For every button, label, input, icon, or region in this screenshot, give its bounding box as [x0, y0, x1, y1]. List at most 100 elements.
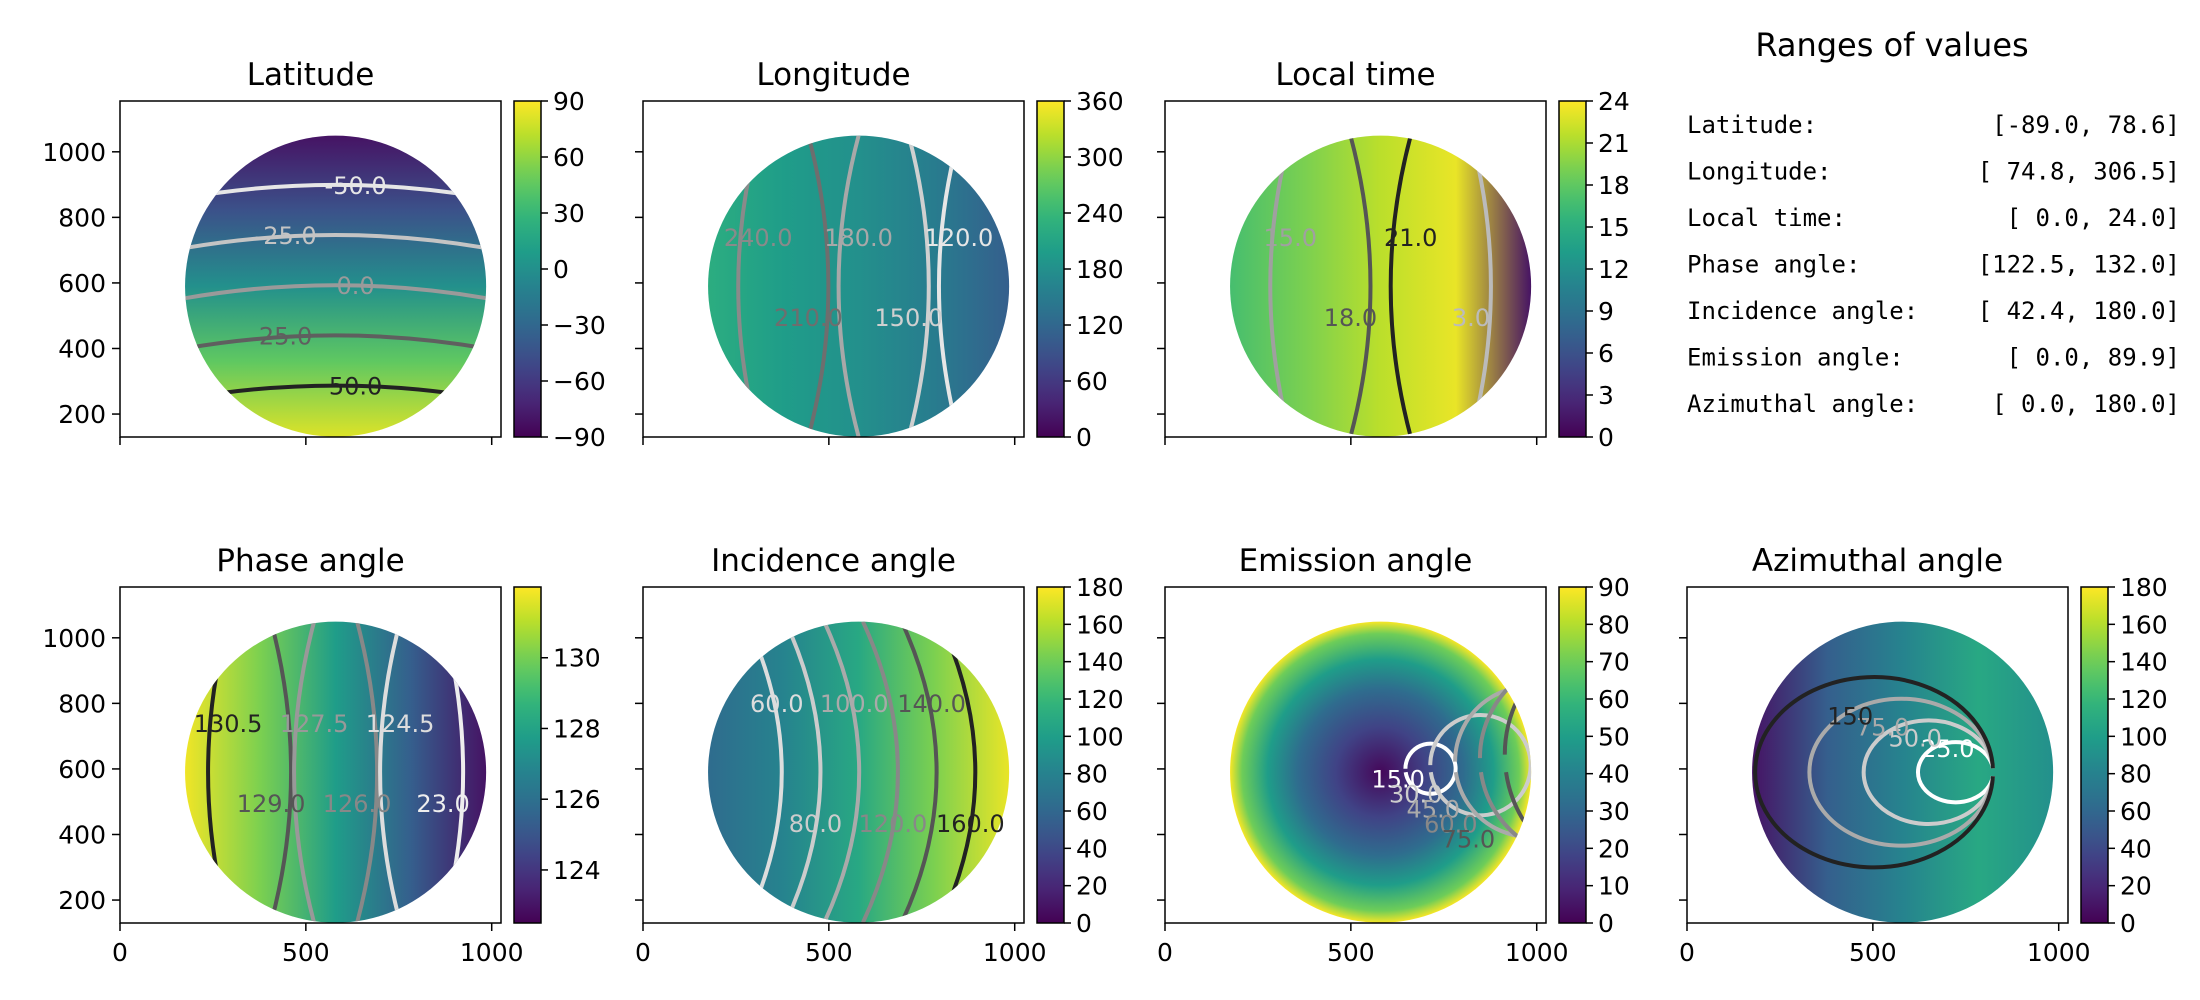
ranges-title: Ranges of values — [1755, 26, 2028, 64]
contour-label: 80.0 — [789, 810, 842, 838]
contour-line — [906, 135, 931, 437]
x-tick-label: 500 — [1849, 938, 1897, 967]
colorbar-tick-label: −30 — [553, 311, 606, 340]
colorbar — [1558, 100, 1587, 438]
disk — [708, 135, 1010, 437]
contour-line — [1428, 713, 1532, 818]
contour-labels: 60.0 80.0 100.0 120.0 140.0 160.0 — [750, 690, 1005, 838]
axes-frame — [642, 100, 1025, 438]
contour-label: 160.0 — [936, 810, 1005, 838]
colorbar-tick-label: 40 — [2120, 834, 2152, 863]
x-tick-label: 500 — [282, 938, 330, 967]
ranges-panel: Ranges of values Latitude: [-89.0, 78.6] L… — [1687, 26, 2180, 418]
panel-local-time: Local time 15.0 18.0 21.0 3.0 24 21 18 15 12 9 6 3 0 — [1157, 57, 1630, 452]
contour-lines — [744, 621, 978, 923]
contour-line — [899, 621, 939, 923]
colorbar-tick-label: 130 — [553, 644, 601, 673]
x-tick-label: 500 — [805, 938, 853, 967]
colorbar-tick-label: 60 — [553, 143, 585, 172]
contour-label: 25.0 — [1921, 735, 1974, 763]
disk — [185, 621, 487, 923]
contour-label: 15.0 — [1264, 224, 1317, 252]
y-tick-label: 1000 — [42, 624, 106, 653]
colorbar-tick-label: 90 — [553, 87, 585, 116]
y-tick-label: 400 — [58, 334, 106, 363]
contour-label: 15.0 — [1371, 765, 1424, 793]
contour-line — [1916, 740, 1995, 805]
colorbar-tick-label: 10 — [1598, 872, 1630, 901]
contour-line — [1753, 675, 1995, 870]
y-tick-label: 800 — [58, 689, 106, 718]
panel-title: Latitude — [247, 57, 375, 93]
colorbar-tick-label: 20 — [2120, 872, 2152, 901]
colorbar-tick-label: 30 — [1598, 797, 1630, 826]
panel-longitude: Longitude 240.0 210.0 180.0 150.0 120.0 360 300… — [635, 57, 1124, 452]
contour-line — [938, 621, 978, 923]
colorbar-tick-label: 12 — [1598, 255, 1630, 284]
range-label: Longitude: — [1687, 158, 1832, 186]
contour-label: 3.0 — [1452, 304, 1490, 332]
y-tick-label: 800 — [58, 203, 106, 232]
colorbar-tick-label: 100 — [1076, 722, 1124, 751]
range-label: Incidence angle: — [1687, 297, 1918, 325]
contour-labels: 130.5 129.0 127.5 126.0 124.5 23.0 — [194, 710, 470, 818]
contour-line — [292, 621, 317, 923]
y-tick-label: 600 — [58, 269, 106, 298]
contour-label: 126.0 — [323, 790, 392, 818]
x-tick-label: 1000 — [983, 938, 1047, 967]
colorbar — [1036, 100, 1065, 438]
y-tick-label: 200 — [58, 400, 106, 429]
colorbar-tick-label: 20 — [1076, 872, 1108, 901]
contour-label: 127.5 — [280, 710, 349, 738]
contour-label: 75.0 — [1442, 825, 1495, 853]
contour-line — [185, 333, 487, 351]
x-tick-label: 500 — [1327, 938, 1375, 967]
contour-line — [822, 621, 862, 923]
contour-line — [1468, 135, 1493, 437]
contour-line — [744, 621, 784, 923]
colorbar-tick-label: 3 — [1598, 381, 1614, 410]
contour-labels: 15.0 18.0 21.0 3.0 — [1264, 224, 1490, 332]
panel-title: Longitude — [756, 57, 910, 93]
y-tick-label: 200 — [58, 886, 106, 915]
contour-label: 30.0 — [1389, 780, 1442, 808]
colorbar-tick-label: 120 — [1076, 311, 1124, 340]
contour-label: 150.0 — [874, 304, 943, 332]
disk — [1752, 621, 2054, 923]
contour-line — [1403, 741, 1458, 796]
panel-phase-angle: Phase angle 130.5 129.0 127.5 126.0 124.5 23.0… — [42, 543, 600, 967]
contour-labels: -50.0 -25.0 0.0 25.0 50.0 — [255, 172, 387, 401]
x-tick-label: 0 — [635, 938, 651, 967]
colorbar-tick-label: 0 — [1598, 909, 1614, 938]
colorbar-tick-label: 140 — [1076, 648, 1124, 677]
contour-label: 130.5 — [194, 710, 263, 738]
range-label: Emission angle: — [1687, 344, 1904, 372]
contour-line — [185, 182, 487, 200]
contour-label: 60.0 — [750, 690, 803, 718]
axes-frame — [119, 586, 502, 924]
contour-label: 180.0 — [824, 224, 893, 252]
colorbar-tick-label: 100 — [2120, 722, 2168, 751]
colorbar-tick-label: 6 — [1598, 339, 1614, 368]
colorbar-tick-label: 180 — [2120, 573, 2168, 602]
colorbar-tick-label: 124 — [553, 856, 601, 885]
colorbar-tick-label: 160 — [2120, 610, 2168, 639]
colorbar-tick-label: 40 — [1076, 834, 1108, 863]
colorbar — [1036, 586, 1065, 924]
contour-labels: 240.0 210.0 180.0 150.0 120.0 — [724, 224, 993, 332]
range-value: [ 0.0, 24.0] — [2007, 204, 2180, 232]
colorbar-tick-label: 30 — [553, 199, 585, 228]
range-value: [ 42.4, 180.0] — [1978, 297, 2180, 325]
axes-frame — [119, 100, 502, 438]
colorbar-tick-label: 0 — [1076, 909, 1092, 938]
x-tick-label: 1000 — [1505, 938, 1569, 967]
colorbar-tick-label: −90 — [553, 423, 606, 452]
range-label: Azimuthal angle: — [1687, 390, 1918, 418]
contour-label: 210.0 — [774, 304, 843, 332]
contour-label: 60.0 — [1424, 810, 1477, 838]
x-tick-label: 1000 — [2027, 938, 2091, 967]
colorbar-tick-label: 80 — [1598, 610, 1630, 639]
